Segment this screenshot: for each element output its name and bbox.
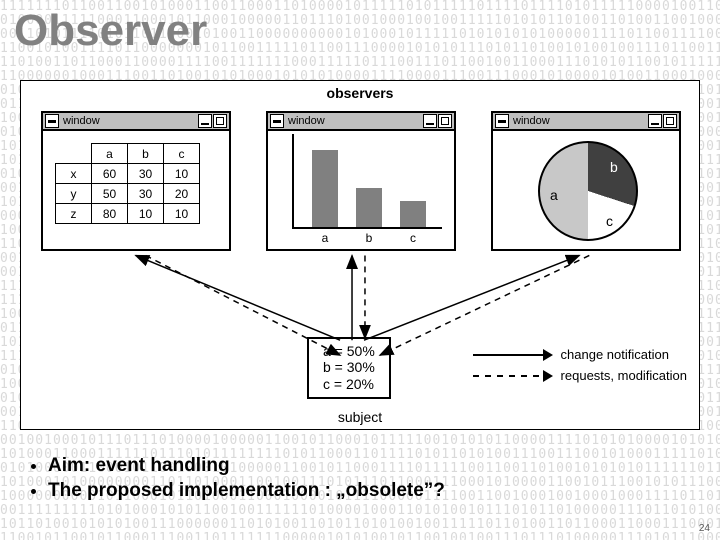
subject-line: c = 20% <box>323 376 375 393</box>
pie-label-c: c <box>606 213 613 229</box>
window-titlebar: window <box>43 113 229 131</box>
sysmenu-icon <box>495 114 509 128</box>
legend-solid-label: change notification <box>561 347 669 362</box>
subject-line: b = 30% <box>323 359 375 376</box>
solid-arrow-icon <box>473 348 553 362</box>
window-caption: window <box>513 115 550 127</box>
page-number: 24 <box>699 523 710 534</box>
bullet-item: The proposed implementation : „obsolete”… <box>48 480 700 502</box>
observer-diagram: observers window abcx603010y503020z80101… <box>20 80 700 430</box>
observer-window-piechart: window a b c <box>491 111 681 251</box>
page-title: Observer <box>14 6 207 56</box>
bullet-item: Aim: event handling <box>48 455 700 477</box>
maximize-icon <box>663 114 677 128</box>
pie-label-a: a <box>550 187 558 203</box>
dashed-arrow-icon <box>473 369 553 383</box>
bar-chart: abc <box>292 134 442 229</box>
subject-box: a = 50% b = 30% c = 20% <box>307 337 391 399</box>
minimize-icon <box>423 114 437 128</box>
minimize-icon <box>648 114 662 128</box>
sysmenu-icon <box>270 114 284 128</box>
subject-label: subject <box>338 409 382 425</box>
window-caption: window <box>288 115 325 127</box>
observers-label: observers <box>327 85 394 101</box>
pie-chart: a b c <box>528 139 648 259</box>
legend: change notification requests, modificati… <box>473 341 687 389</box>
window-titlebar: window <box>268 113 454 131</box>
minimize-icon <box>198 114 212 128</box>
observer-window-table: window abcx603010y503020z801010 <box>41 111 231 251</box>
sysmenu-icon <box>45 114 59 128</box>
maximize-icon <box>438 114 452 128</box>
bullet-list: Aim: event handling The proposed impleme… <box>26 452 700 505</box>
legend-dashed-label: requests, modification <box>561 368 687 383</box>
subject-line: a = 50% <box>323 343 375 360</box>
maximize-icon <box>213 114 227 128</box>
data-table: abcx603010y503020z801010 <box>55 143 200 224</box>
pie-label-b: b <box>610 159 618 175</box>
observer-window-barchart: window abc <box>266 111 456 251</box>
window-caption: window <box>63 115 100 127</box>
window-titlebar: window <box>493 113 679 131</box>
